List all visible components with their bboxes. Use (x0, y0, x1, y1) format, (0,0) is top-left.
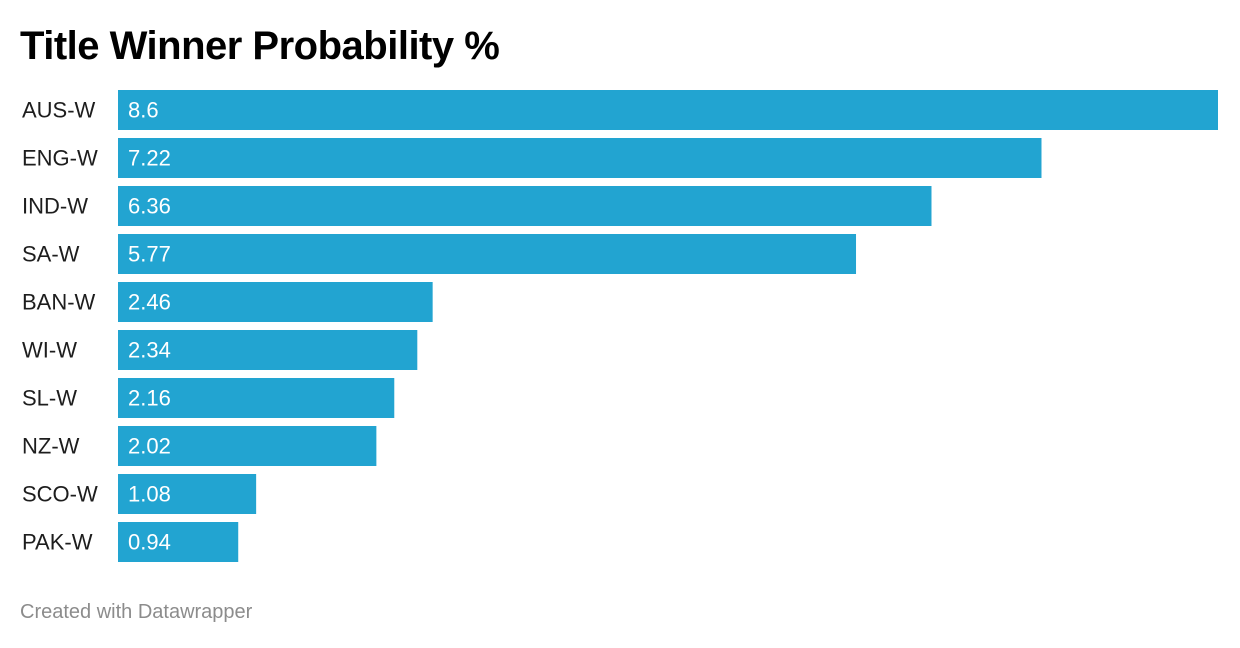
category-label: NZ-W (22, 434, 80, 459)
category-label: PAK-W (22, 530, 93, 555)
category-label: SCO-W (22, 482, 98, 507)
bar (118, 138, 1042, 178)
footer-credit: Created with Datawrapper (20, 601, 253, 623)
value-label: 7.22 (128, 146, 171, 171)
value-label: 0.94 (128, 530, 171, 555)
category-label: AUS-W (22, 98, 96, 123)
category-label: SA-W (22, 242, 80, 267)
category-label: SL-W (22, 386, 77, 411)
category-label: BAN-W (22, 290, 96, 315)
category-label: WI-W (22, 338, 77, 363)
category-label: IND-W (22, 194, 88, 219)
value-label: 2.46 (128, 290, 171, 315)
value-label: 2.16 (128, 386, 171, 411)
bar (118, 186, 932, 226)
category-label: ENG-W (22, 146, 98, 171)
bar (118, 330, 418, 370)
bar (118, 90, 1218, 130)
chart-title: Title Winner Probability % (20, 24, 500, 68)
bar (118, 234, 857, 274)
bar (118, 282, 433, 322)
value-label: 1.08 (128, 482, 171, 507)
bar (118, 426, 377, 466)
bar (118, 522, 239, 562)
bar (118, 474, 257, 514)
value-label: 6.36 (128, 194, 171, 219)
value-label: 5.77 (128, 242, 171, 267)
value-label: 2.02 (128, 434, 171, 459)
value-label: 8.6 (128, 98, 159, 123)
value-label: 2.34 (128, 338, 171, 363)
bar (118, 378, 395, 418)
bar-chart: AUS-W 8.6 ENG-W 7.22 IND-W 6.36 SA-W 5.77 BAN-W 2… (22, 90, 1218, 562)
